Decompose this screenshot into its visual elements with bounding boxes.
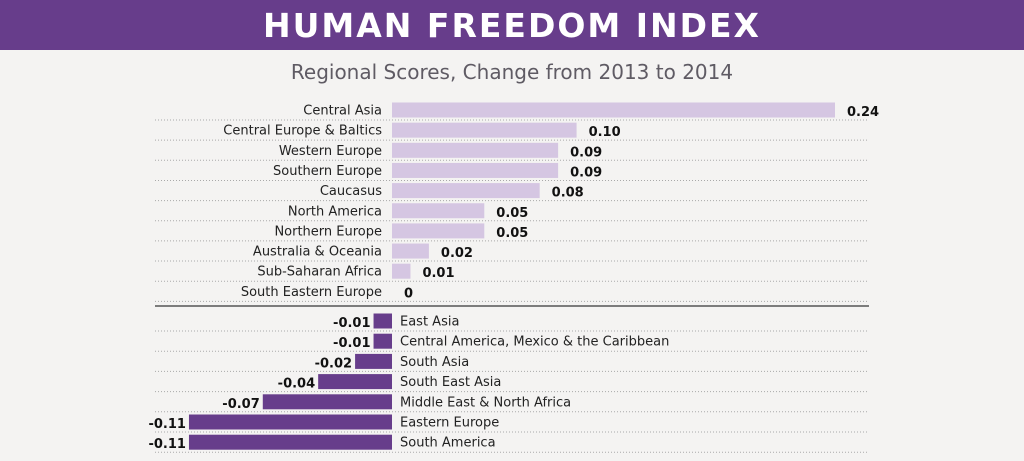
category-label: North America bbox=[288, 204, 382, 219]
bar bbox=[392, 203, 485, 219]
value-label: 0.08 bbox=[552, 186, 584, 201]
value-label: 0.01 bbox=[422, 266, 454, 281]
category-label: Southern Europe bbox=[273, 164, 382, 179]
category-label: Central America, Mexico & the Caribbean bbox=[400, 335, 669, 350]
value-label: -0.07 bbox=[222, 397, 259, 412]
category-label: Caucasus bbox=[320, 184, 382, 199]
header-title: HUMAN FREEDOM INDEX bbox=[263, 5, 761, 45]
bar bbox=[392, 142, 559, 158]
bar bbox=[392, 223, 485, 239]
value-label: 0 bbox=[404, 286, 413, 301]
bar bbox=[392, 102, 835, 118]
value-label: -0.11 bbox=[148, 437, 185, 452]
category-label: South America bbox=[400, 436, 496, 451]
value-label: 0.09 bbox=[570, 165, 602, 180]
category-label: Australia & Oceania bbox=[253, 245, 382, 260]
bar bbox=[392, 183, 540, 199]
bar bbox=[392, 263, 411, 279]
category-label: East Asia bbox=[400, 315, 459, 330]
bar bbox=[392, 162, 559, 178]
value-label: 0.05 bbox=[496, 226, 528, 241]
value-label: 0.05 bbox=[496, 206, 528, 221]
category-label: Sub-Saharan Africa bbox=[257, 265, 382, 280]
bar bbox=[188, 434, 392, 450]
value-label: 0.02 bbox=[441, 246, 473, 261]
bar bbox=[392, 243, 429, 259]
category-label: Middle East & North Africa bbox=[400, 395, 571, 410]
value-label: -0.01 bbox=[333, 316, 370, 331]
value-label: 0.09 bbox=[570, 145, 602, 160]
category-label: Eastern Europe bbox=[400, 416, 499, 431]
bar bbox=[373, 313, 392, 329]
value-label: -0.02 bbox=[315, 356, 352, 371]
category-label: South Eastern Europe bbox=[241, 285, 382, 300]
category-label: South East Asia bbox=[400, 375, 501, 390]
chart-title: Regional Scores, Change from 2013 to 201… bbox=[290, 60, 734, 84]
bar bbox=[318, 374, 392, 390]
value-label: 0.24 bbox=[847, 105, 879, 120]
bar bbox=[262, 394, 392, 410]
category-label: Central Europe & Baltics bbox=[223, 124, 382, 139]
value-label: -0.01 bbox=[333, 336, 370, 351]
value-label: -0.04 bbox=[278, 377, 315, 392]
bar bbox=[188, 414, 392, 430]
bar bbox=[392, 122, 577, 138]
category-label: Northern Europe bbox=[274, 224, 382, 239]
category-label: Western Europe bbox=[279, 144, 382, 159]
category-label: Central Asia bbox=[303, 104, 382, 119]
value-label: 0.10 bbox=[589, 125, 621, 140]
value-label: -0.11 bbox=[148, 417, 185, 432]
header-banner: HUMAN FREEDOM INDEX bbox=[0, 0, 1024, 50]
bar bbox=[373, 333, 392, 349]
bar bbox=[355, 353, 392, 369]
category-label: South Asia bbox=[400, 355, 469, 370]
